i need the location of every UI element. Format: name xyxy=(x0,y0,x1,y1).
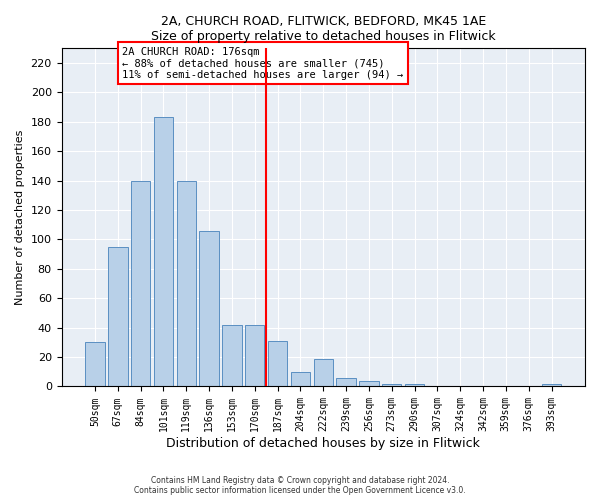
Y-axis label: Number of detached properties: Number of detached properties xyxy=(15,130,25,305)
Bar xyxy=(382,384,401,386)
Bar xyxy=(199,230,219,386)
Bar xyxy=(176,180,196,386)
Bar xyxy=(291,372,310,386)
Bar xyxy=(245,324,265,386)
Text: Contains HM Land Registry data © Crown copyright and database right 2024.
Contai: Contains HM Land Registry data © Crown c… xyxy=(134,476,466,495)
Bar xyxy=(542,384,561,386)
Bar xyxy=(405,384,424,386)
Bar xyxy=(154,118,173,386)
Bar xyxy=(131,180,151,386)
Title: 2A, CHURCH ROAD, FLITWICK, BEDFORD, MK45 1AE
Size of property relative to detach: 2A, CHURCH ROAD, FLITWICK, BEDFORD, MK45… xyxy=(151,15,496,43)
Bar xyxy=(314,358,333,386)
Bar xyxy=(222,324,242,386)
Bar xyxy=(108,247,128,386)
Bar xyxy=(268,341,287,386)
Text: 2A CHURCH ROAD: 176sqm
← 88% of detached houses are smaller (745)
11% of semi-de: 2A CHURCH ROAD: 176sqm ← 88% of detached… xyxy=(122,46,404,80)
Bar xyxy=(85,342,105,386)
Bar xyxy=(359,380,379,386)
X-axis label: Distribution of detached houses by size in Flitwick: Distribution of detached houses by size … xyxy=(166,437,480,450)
Bar xyxy=(337,378,356,386)
